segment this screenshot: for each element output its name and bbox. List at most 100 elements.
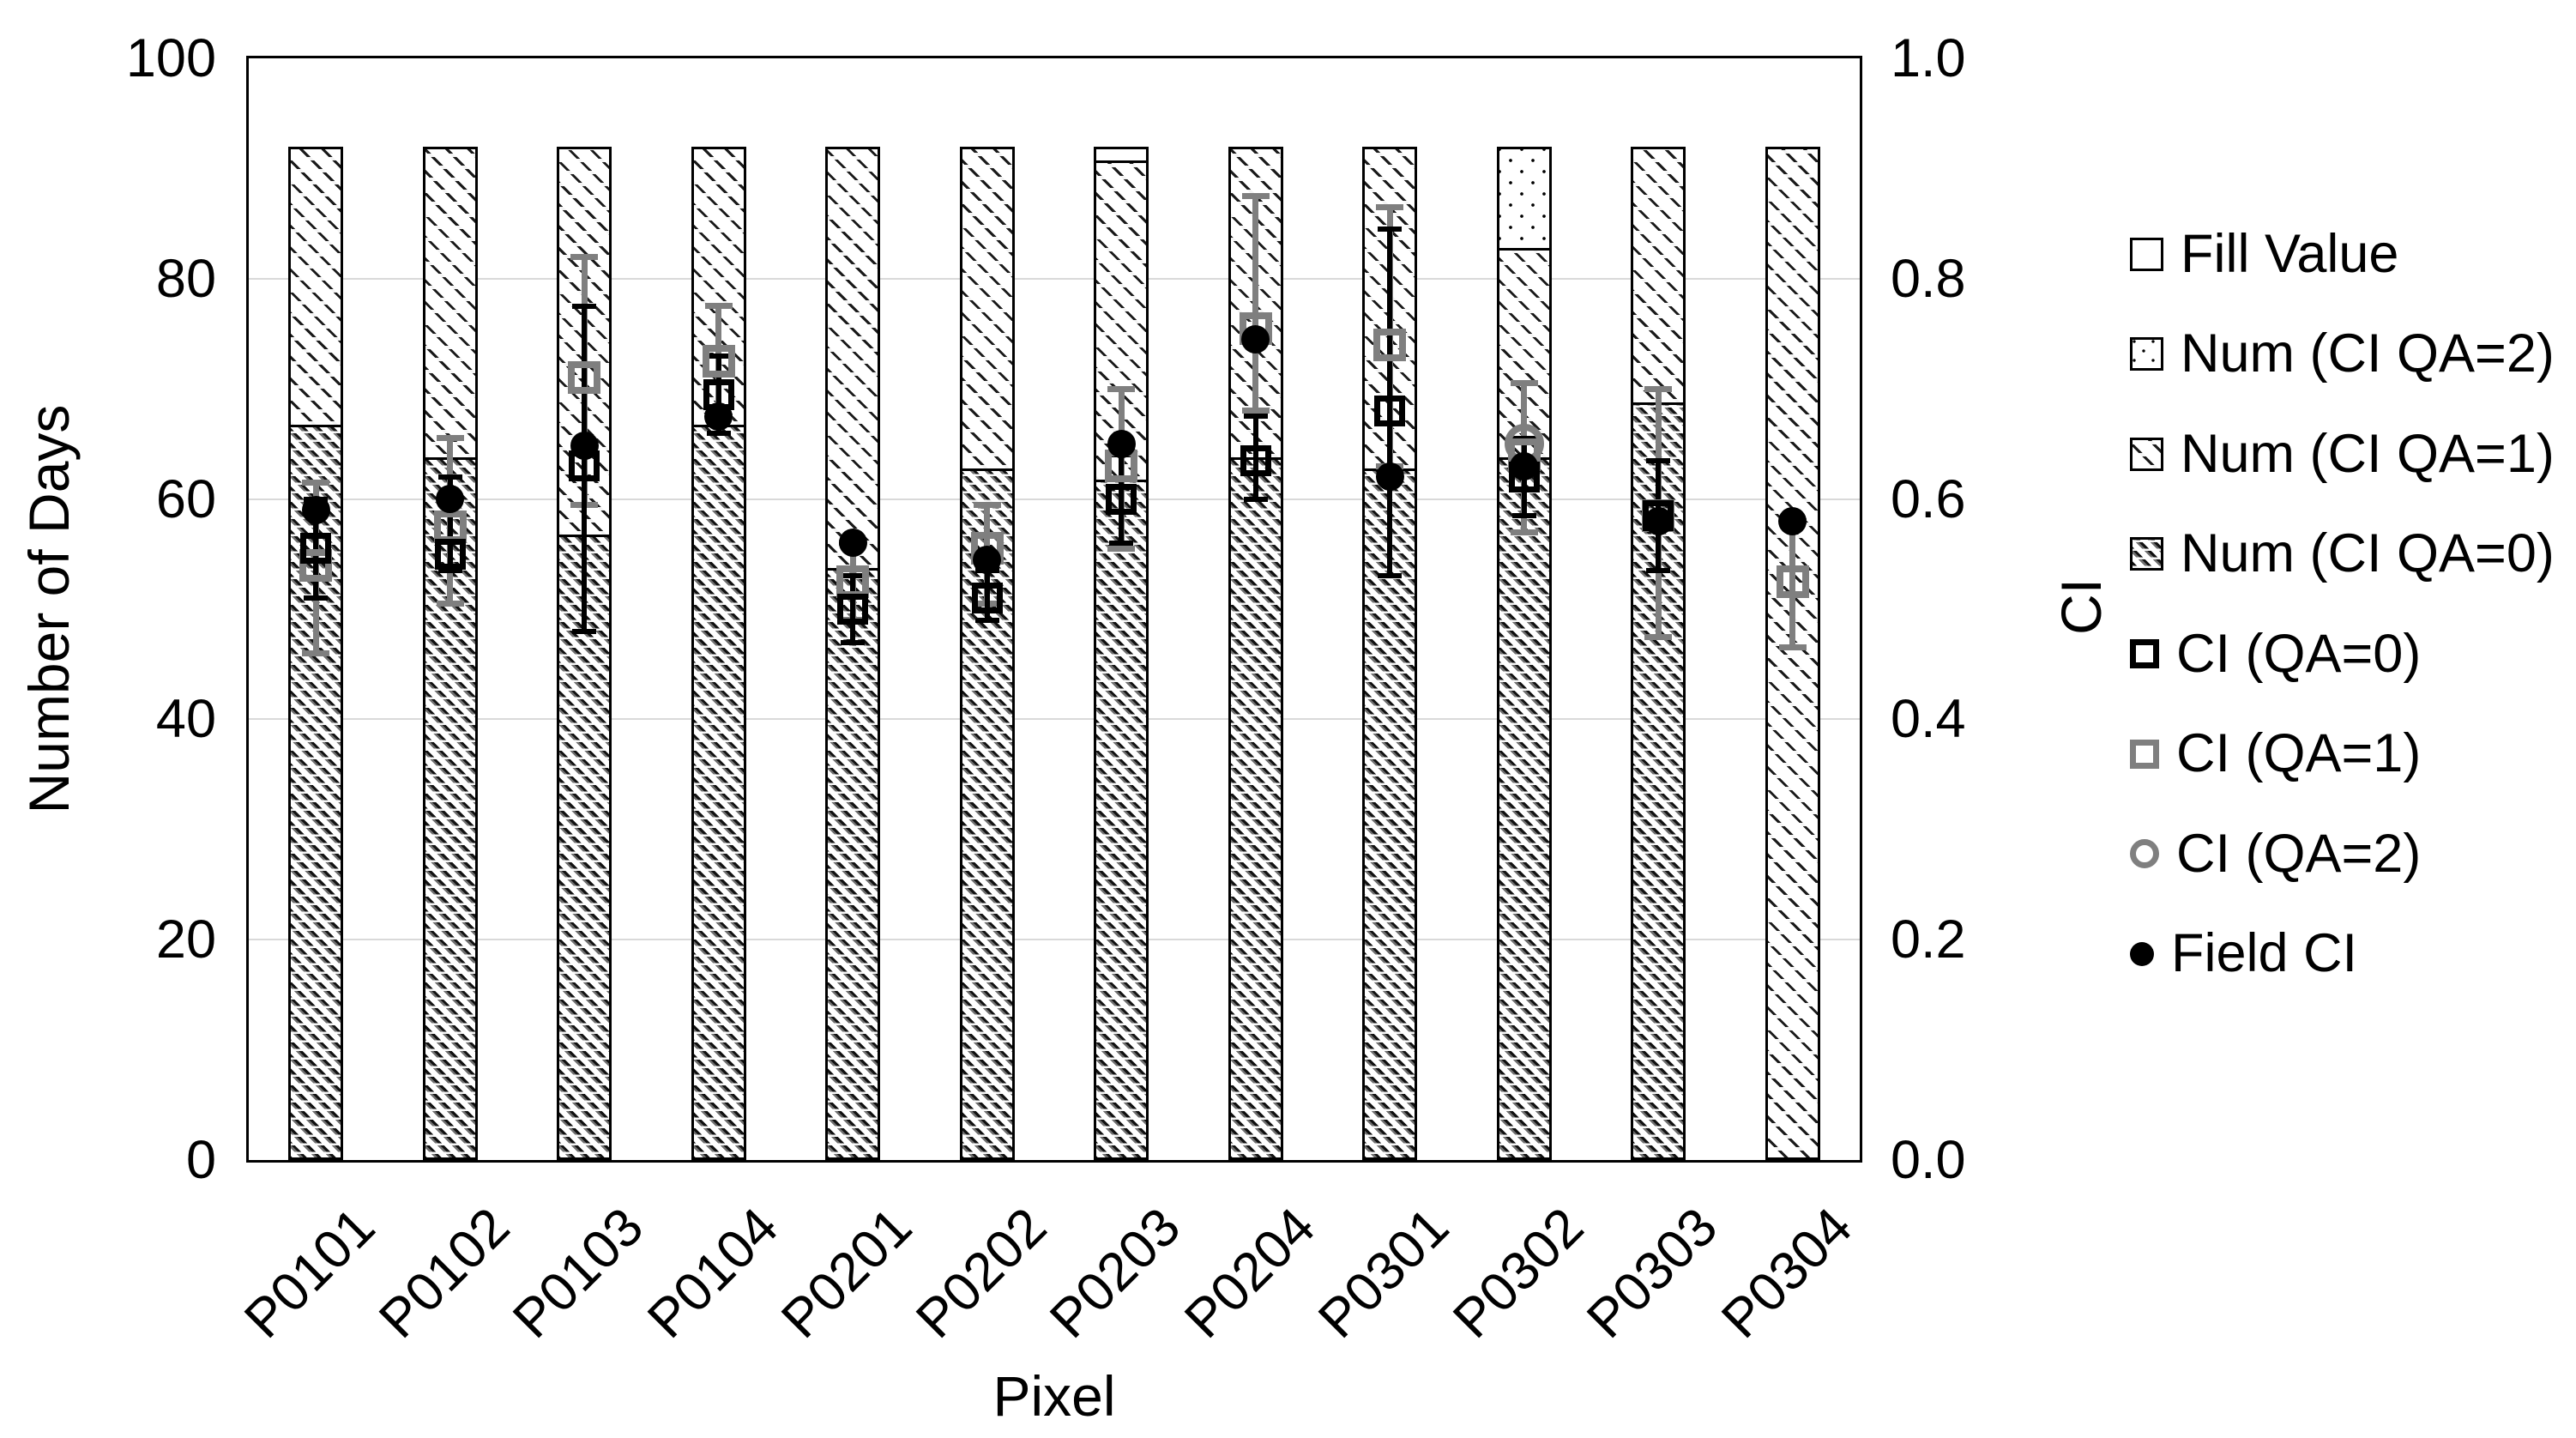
gridline-60 [249,498,1860,500]
legend-item-fill-value-swatch: Fill Value [2130,227,2398,281]
ci-qa1-errorbar-cap-hi-P0102 [436,435,464,442]
field-ci-marker-P0104 [704,402,733,431]
ci-qa0-errorbar-cap-lo-P0303 [1646,568,1671,574]
ci-qa0-marker-P0102 [434,538,466,570]
ci-qa0-errorbar-cap-hi-P0103 [572,303,597,309]
bar-segment-num-qa1-P0102 [425,148,475,458]
ci-qa0-marker-P0203 [1106,483,1137,515]
ci-qa0-marker-P0202 [971,583,1003,614]
ci-qa0-errorbar-line-P0202 [984,571,990,620]
ci-qa0-errorbar-cap-lo-P0302 [1511,512,1536,518]
ci-qa0-marker-P0204 [1240,444,1271,476]
y-tick-right-0.8: 0.8 [1891,248,1966,309]
bar-P0102 [422,146,478,1160]
y-tick-left-0: 0 [185,1130,216,1190]
bar-P0101 [288,146,344,1160]
ci-qa0-errorbar-cap-lo-P0101 [304,595,329,601]
ci-qa1-errorbar-line-P0304 [1789,521,1796,648]
ci-qa1-errorbar-cap-hi-P0104 [704,303,733,310]
bar-P0304 [1765,146,1820,1160]
ci-qa0-errorbar-cap-lo-P0104 [706,430,731,436]
y-tick-left-80: 80 [155,248,216,309]
x-tick-label-P0103: P0103 [502,1196,655,1350]
y-tick-left-60: 60 [155,468,216,529]
legend-label: Field CI [2171,923,2358,983]
bar-P0303 [1631,146,1686,1160]
field-ci-marker-P0302 [1510,451,1539,480]
ci-qa1-errorbar-cap-lo-P0302 [1510,529,1538,535]
bar-P0203 [1094,146,1149,1160]
ci-qa0-errorbar-line-P0101 [313,498,319,599]
ci-qa0-errorbar-line-P0201 [850,576,856,643]
ci-qa1-errorbar-cap-lo-P0102 [436,601,464,607]
bar-segment-fill-value-P0203 [1096,148,1147,160]
ci-qa0-errorbar-line-P0204 [1252,416,1258,499]
ci-qa0-errorbar-cap-hi-P0201 [841,573,866,579]
x-tick-label-P0302: P0302 [1441,1196,1595,1350]
x-tick-label-P0104: P0104 [636,1196,789,1350]
ci-qa1-marker-P0104 [702,345,735,378]
x-tick-label-P0203: P0203 [1039,1196,1192,1350]
num-qa1-light-hatch-swatch-icon [2130,437,2163,471]
legend-item-gray-open-circle: CI (QA=2) [2130,826,2421,880]
bar-segment-num-qa0-P0101 [291,424,341,1157]
x-tick-label-P0202: P0202 [904,1196,1058,1350]
ci-qa0-errorbar-cap-lo-P0204 [1243,496,1268,502]
bar-segment-num-qa0-P0201 [828,567,878,1157]
ci-qa0-errorbar-cap-lo-P0102 [437,568,462,574]
bar-segment-num-qa0-P0301 [1365,468,1415,1157]
ci-qa0-errorbar-cap-hi-P0102 [437,474,462,480]
y-tick-left-40: 40 [155,689,216,750]
x-tick-label-P0201: P0201 [770,1196,924,1350]
ci-qa0-errorbar-cap-hi-P0303 [1646,457,1671,463]
y-tick-right-1.0: 1.0 [1891,28,1966,88]
ci-qa0-marker-P0201 [837,594,869,625]
y-tick-right-0.2: 0.2 [1891,909,1966,970]
bar-segment-num-qa1-P0101 [291,148,341,425]
ci-qa1-marker-P0304 [1776,565,1809,598]
legend-item-num-qa2-dotted-swatch: Num (CI QA=2) [2130,327,2555,381]
x-tick-label-P0304: P0304 [1710,1196,1863,1350]
num-qa0-dense-hatch-swatch-icon [2130,537,2163,571]
ci-qa0-errorbar-cap-lo-P0201 [841,639,866,645]
x-tick-label-P0301: P0301 [1307,1196,1461,1350]
ci-qa1-errorbar-cap-lo-P0203 [1107,545,1136,552]
bar-P0104 [691,146,746,1160]
ci-qa0-errorbar-cap-lo-P0202 [974,617,999,623]
bar-P0202 [959,146,1015,1160]
gridline-80 [249,277,1860,280]
legend-item-gray-open-square: CI (QA=1) [2130,727,2421,781]
field-ci-marker-P0102 [436,485,465,514]
plot-area [246,56,1862,1163]
ci-qa1-errorbar-cap-lo-P0304 [1778,644,1807,651]
legend-item-black-open-square: CI (QA=0) [2130,626,2421,680]
bar-segment-num-qa0-P0204 [1230,457,1281,1157]
ci-qa0-errorbar-line-P0104 [715,355,721,433]
ci-qa1-errorbar-line-P0204 [1252,196,1259,411]
bar-segment-num-qa0-P0104 [693,424,744,1157]
bar-segment-num-qa2-P0302 [1499,148,1549,249]
ci-qa0-marker-P0101 [300,533,332,565]
x-tick-label-P0102: P0102 [367,1196,521,1350]
ci-qa0-errorbar-cap-lo-P0103 [572,628,597,634]
y-tick-right-0.0: 0.0 [1891,1130,1966,1190]
x-axis-title: Pixel [992,1364,1116,1428]
legend-label: Fill Value [2181,223,2399,284]
field-ci-marker-P0101 [301,495,330,524]
ci-qa1-errorbar-cap-hi-P0302 [1510,380,1538,387]
y-axis-title-left: Number of Days [17,404,81,814]
ci-qa0-errorbar-cap-hi-P0104 [706,353,731,359]
bar-segment-num-qa1-P0201 [828,148,878,568]
ci-qa1-marker-P0103 [568,361,601,395]
ci-qa1-errorbar-cap-hi-P0204 [1241,193,1270,199]
ci-qa0-errorbar-cap-hi-P0301 [1378,227,1403,233]
gray-open-square-icon [2130,739,2159,769]
y-axis-title-right: CI [2049,578,2113,635]
bar-segment-num-qa1-P0303 [1633,148,1684,403]
ci-qa1-errorbar-cap-hi-P0202 [973,501,1001,508]
x-tick-label-P0101: P0101 [233,1196,387,1350]
legend-label: CI (QA=1) [2176,723,2422,783]
bar-segment-num-qa1-P0304 [1767,148,1818,1157]
ci-qa1-marker-P0101 [299,548,333,582]
